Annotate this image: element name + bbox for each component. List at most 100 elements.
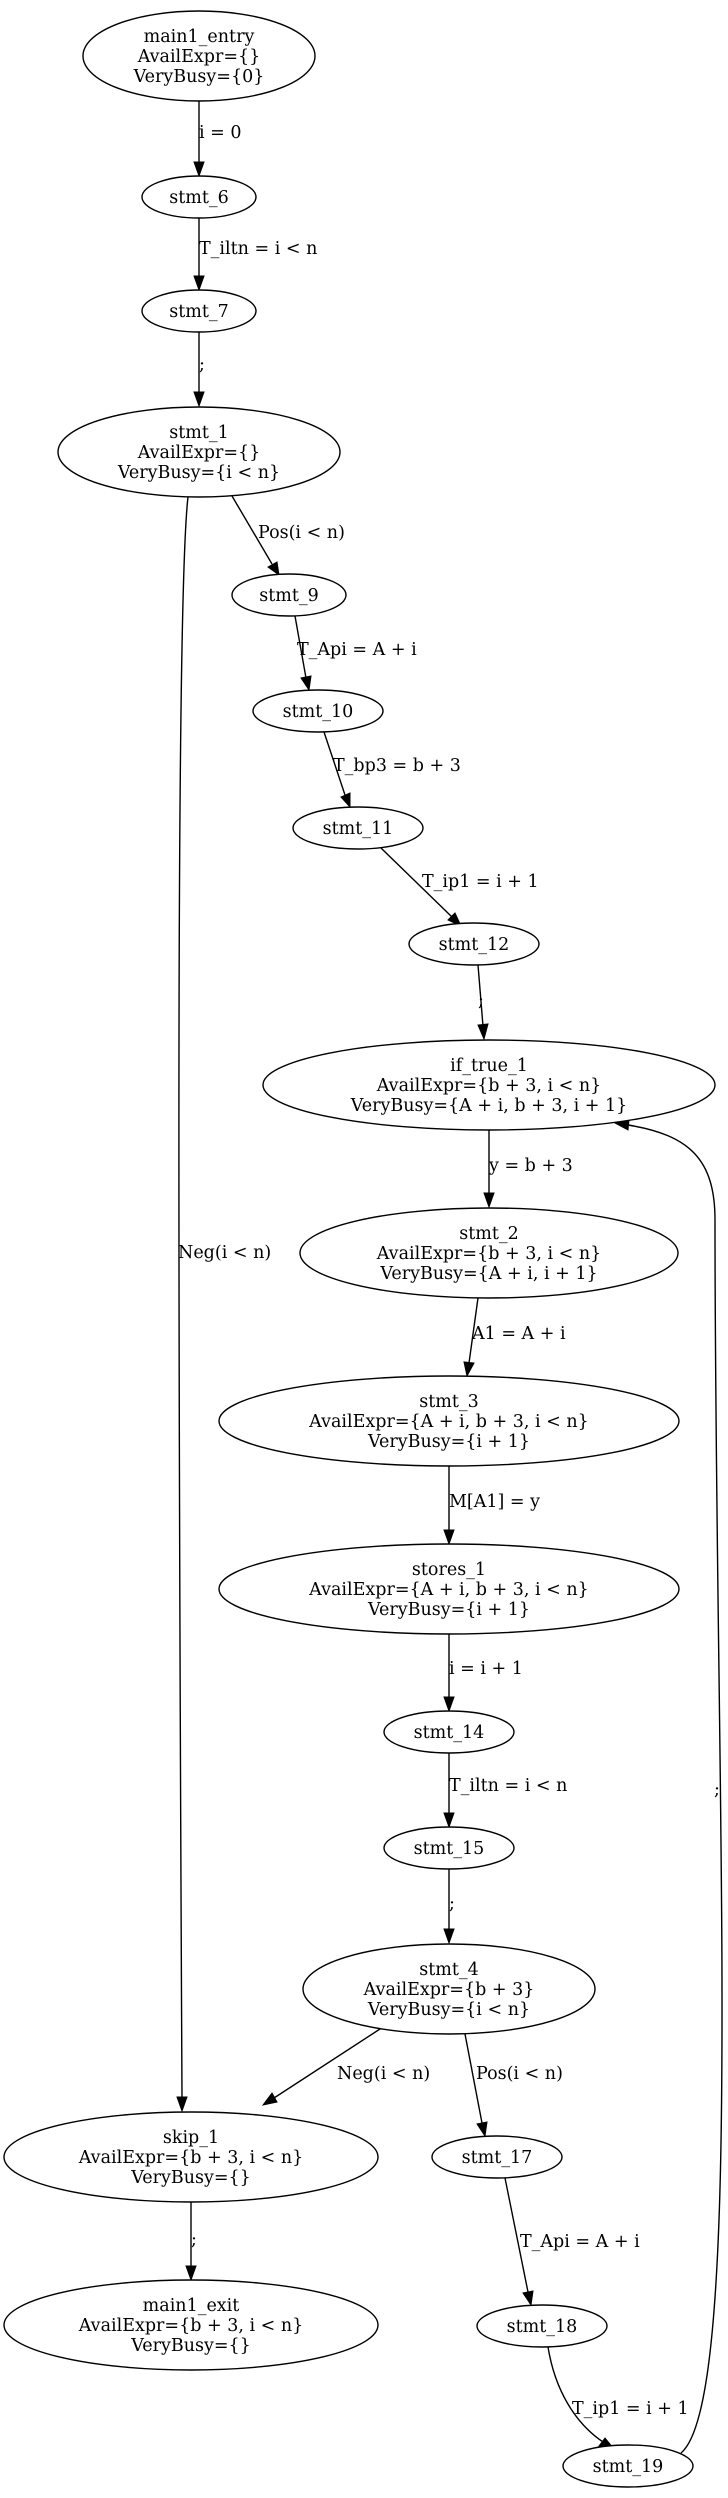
edge-stmt_1-to-skip_1: Neg(i < n) <box>176 496 271 2113</box>
node-annotation: VeryBusy={A + i, b + 3, i + 1} <box>350 1096 628 1116</box>
node-title: if_true_1 <box>450 1056 528 1076</box>
arrowhead-icon <box>300 675 312 692</box>
edge-label: ; <box>199 355 205 375</box>
node-annotation: AvailExpr={} <box>137 443 261 463</box>
node-annotation: AvailExpr={b + 3, i < n} <box>376 1076 602 1096</box>
node-stmt_12: stmt_12 <box>408 922 540 966</box>
arrowhead-icon <box>193 275 205 292</box>
edge-label: T_ip1 = i + 1 <box>572 2399 689 2419</box>
node-ellipse <box>262 1039 716 1131</box>
edge-line <box>477 964 484 1027</box>
node-ellipse <box>218 1543 680 1635</box>
node-annotation: VeryBusy={i + 1} <box>367 1600 530 1620</box>
edge-line <box>231 495 273 565</box>
arrowhead-icon <box>185 2265 197 2282</box>
node-ellipse <box>476 2304 608 2348</box>
edge-stmt_2-to-stmt_3: A1 = A + i <box>463 1297 566 1378</box>
node-title: stmt_10 <box>283 702 354 722</box>
node-ellipse <box>141 289 257 333</box>
edge-label: Neg(i < n) <box>337 2064 430 2084</box>
node-stmt_10: stmt_10 <box>252 689 384 733</box>
arrowhead-icon <box>443 1696 455 1713</box>
node-ellipse <box>408 922 540 966</box>
node-annotation: VeryBusy={i < n} <box>367 2000 530 2020</box>
edge-label: T_Api = A + i <box>520 2232 640 2252</box>
arrowhead-icon <box>522 2290 534 2307</box>
node-title: skip_1 <box>163 2128 219 2148</box>
edge-line <box>627 1124 723 2454</box>
node-stmt_6: stmt_6 <box>141 175 257 219</box>
edge-line <box>178 496 189 2099</box>
node-stmt_19: stmt_19 <box>562 2444 694 2488</box>
edge-line <box>294 615 307 679</box>
nodes-layer: main1_entryAvailExpr={}VeryBusy={0}stmt_… <box>3 10 716 2488</box>
edge-line <box>380 847 453 918</box>
edge-label: M[A1] = y <box>449 1492 540 1512</box>
arrowhead-icon <box>267 561 280 577</box>
arrowhead-icon <box>193 161 205 178</box>
node-title: stmt_14 <box>414 1723 485 1743</box>
node-annotation: VeryBusy={0} <box>133 67 265 87</box>
edge-stmt_15-to-stmt_4: ; <box>443 1869 455 1945</box>
node-annotation: AvailExpr={A + i, b + 3, i < n} <box>308 1412 589 1432</box>
node-title: stmt_2 <box>459 1224 519 1244</box>
edge-line <box>547 2346 604 2443</box>
edge-line <box>464 2033 483 2124</box>
node-annotation: AvailExpr={b + 3} <box>363 1980 535 2000</box>
edge-label: T_iltn = i < n <box>449 1776 567 1796</box>
edge-label: i = 0 <box>199 123 242 143</box>
node-annotation: AvailExpr={b + 3, i < n} <box>78 2316 304 2336</box>
node-annotation: AvailExpr={b + 3, i < n} <box>376 1244 602 1264</box>
arrowhead-icon <box>443 1529 455 1546</box>
node-title: stmt_11 <box>323 819 394 839</box>
edge-stmt_10-to-stmt_11: T_bp3 = b + 3 <box>323 731 461 809</box>
node-title: stmt_19 <box>593 2457 664 2477</box>
node-title: stmt_9 <box>259 586 319 606</box>
node-title: stmt_17 <box>462 2148 533 2168</box>
node-stmt_15: stmt_15 <box>383 1826 515 1870</box>
edge-label: T_Api = A + i <box>297 640 417 660</box>
edge-line <box>273 2028 381 2099</box>
node-ellipse <box>252 689 384 733</box>
node-annotation: AvailExpr={} <box>137 47 261 67</box>
node-ellipse <box>82 10 316 102</box>
arrowhead-icon <box>443 1812 455 1829</box>
node-title: stmt_15 <box>414 1839 485 1859</box>
node-title: stores_1 <box>412 1560 486 1580</box>
node-annotation: AvailExpr={b + 3, i < n} <box>78 2148 304 2168</box>
node-title: stmt_7 <box>169 302 229 322</box>
edge-stmt_7-to-stmt_1: ; <box>193 332 205 408</box>
arrowhead-icon <box>477 1023 489 1041</box>
edge-label: ; <box>191 2230 197 2250</box>
node-ellipse <box>218 1375 680 1467</box>
node-title: stmt_12 <box>439 935 510 955</box>
edge-label: Neg(i < n) <box>178 1243 271 1263</box>
edge-stmt_18-to-stmt_19: T_ip1 = i + 1 <box>547 2346 689 2450</box>
node-ellipse <box>3 2111 379 2203</box>
node-ellipse <box>292 806 424 850</box>
edge-label: ; <box>478 991 484 1011</box>
edge-line <box>468 1297 479 1364</box>
edge-stmt_1-to-stmt_9: Pos(i < n) <box>231 495 345 577</box>
node-ellipse <box>383 1826 515 1870</box>
edge-label: T_ip1 = i + 1 <box>422 872 539 892</box>
node-stmt_9: stmt_9 <box>231 573 347 617</box>
edge-stmt_3-to-stores_1: M[A1] = y <box>443 1466 540 1546</box>
edge-label: i = i + 1 <box>449 1659 523 1679</box>
node-ellipse <box>431 2135 563 2179</box>
node-title: main1_entry <box>144 27 255 47</box>
node-ellipse <box>299 1207 679 1299</box>
arrowhead-icon <box>463 1361 475 1378</box>
node-title: main1_exit <box>143 2296 240 2316</box>
node-title: stmt_3 <box>419 1392 479 1412</box>
arrowhead-icon <box>340 792 351 809</box>
node-annotation: AvailExpr={A + i, b + 3, i < n} <box>308 1580 589 1600</box>
node-title: stmt_18 <box>507 2317 578 2337</box>
edge-stores_1-to-stmt_14: i = i + 1 <box>443 1634 523 1713</box>
